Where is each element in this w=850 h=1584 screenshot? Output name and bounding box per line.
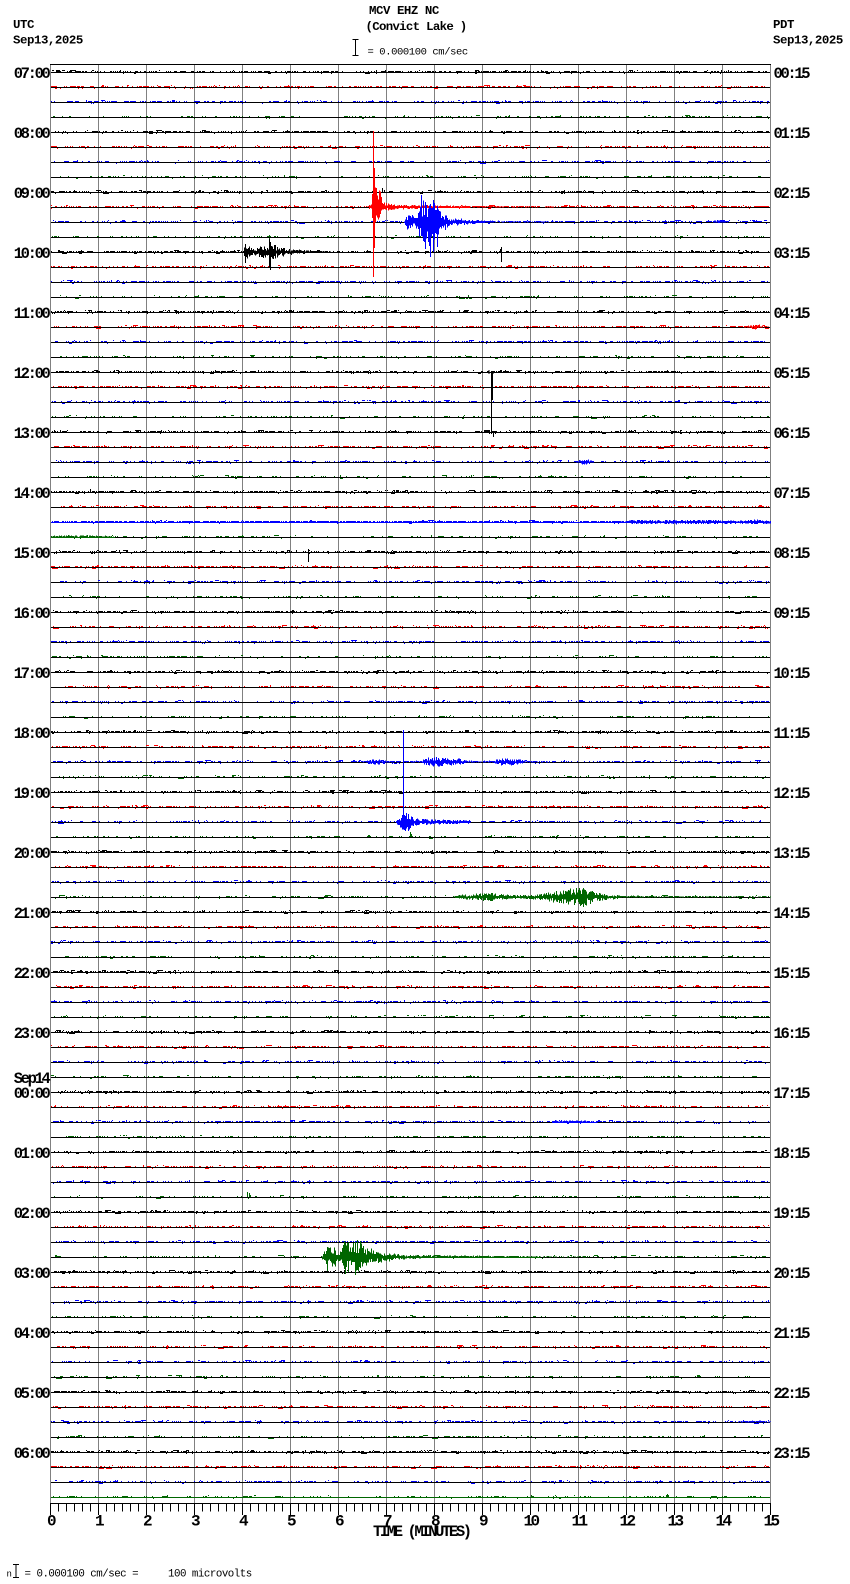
svg-text:00:00: 00:00: [14, 1085, 51, 1103]
svg-text:= 0.000100 cm/sec = 100 mi: = 0.000100 cm/sec = 100 microvolts: [25, 1569, 252, 1581]
svg-text:14:15: 14:15: [774, 905, 811, 923]
svg-text:UTC: UTC: [13, 18, 35, 32]
svg-text:04:00: 04:00: [14, 1325, 51, 1343]
svg-text:Sep13,2025: Sep13,2025: [13, 34, 83, 48]
svg-text:18:15: 18:15: [774, 1145, 811, 1163]
svg-text:06:15: 06:15: [774, 425, 811, 443]
svg-text:02:15: 02:15: [774, 185, 811, 203]
svg-text:16:15: 16:15: [774, 1025, 811, 1043]
svg-text:6: 6: [335, 1513, 344, 1531]
svg-text:00:15: 00:15: [774, 65, 811, 83]
svg-text:18:00: 18:00: [14, 725, 51, 743]
svg-text:09:15: 09:15: [774, 605, 811, 623]
svg-text:11: 11: [571, 1513, 587, 1531]
svg-text:14:00: 14:00: [14, 485, 51, 503]
svg-text:5: 5: [287, 1513, 296, 1531]
svg-text:= 0.000100 cm/sec: = 0.000100 cm/sec: [368, 47, 468, 59]
svg-text:22:00: 22:00: [14, 965, 51, 983]
svg-text:05:15: 05:15: [774, 365, 811, 383]
svg-text:21:00: 21:00: [14, 905, 51, 923]
svg-text:16:00: 16:00: [14, 605, 51, 623]
svg-text:n: n: [7, 1570, 12, 1580]
svg-text:Sep14: Sep14: [14, 1070, 51, 1088]
svg-text:3: 3: [191, 1513, 200, 1531]
svg-text:11:15: 11:15: [774, 725, 811, 743]
svg-text:09:00: 09:00: [14, 185, 51, 203]
svg-text:MCV EHZ NC: MCV EHZ NC: [369, 4, 440, 18]
svg-text:07:15: 07:15: [774, 485, 811, 503]
svg-text:2: 2: [143, 1513, 152, 1531]
svg-text:08:15: 08:15: [774, 545, 811, 563]
svg-text:17:15: 17:15: [774, 1085, 811, 1103]
svg-text:20:15: 20:15: [774, 1265, 811, 1283]
svg-text:15:00: 15:00: [14, 545, 51, 563]
svg-text:19:15: 19:15: [774, 1205, 811, 1223]
svg-text:Sep13,2025: Sep13,2025: [773, 34, 843, 48]
svg-text:02:00: 02:00: [14, 1205, 51, 1223]
svg-text:07:00: 07:00: [14, 65, 51, 83]
svg-text:(Convict Lake ): (Convict Lake ): [366, 20, 467, 34]
svg-text:12:00: 12:00: [14, 365, 51, 383]
svg-text:15: 15: [763, 1513, 779, 1531]
svg-text:10: 10: [523, 1513, 539, 1531]
svg-text:0: 0: [47, 1513, 56, 1531]
svg-text:8: 8: [431, 1513, 440, 1531]
svg-text:17:00: 17:00: [14, 665, 51, 683]
svg-text:22:15: 22:15: [774, 1385, 811, 1403]
svg-text:01:00: 01:00: [14, 1145, 51, 1163]
svg-text:12: 12: [619, 1513, 635, 1531]
svg-text:23:15: 23:15: [774, 1445, 811, 1463]
svg-text:11:00: 11:00: [14, 305, 51, 323]
svg-text:05:00: 05:00: [14, 1385, 51, 1403]
svg-text:15:15: 15:15: [774, 965, 811, 983]
svg-text:10:15: 10:15: [774, 665, 811, 683]
svg-text:12:15: 12:15: [774, 785, 811, 803]
svg-text:1: 1: [95, 1513, 104, 1531]
svg-text:01:15: 01:15: [774, 125, 811, 143]
svg-text:06:00: 06:00: [14, 1445, 51, 1463]
svg-text:08:00: 08:00: [14, 125, 51, 143]
svg-text:10:00: 10:00: [14, 245, 51, 263]
svg-text:23:00: 23:00: [14, 1025, 51, 1043]
svg-text:9: 9: [479, 1513, 488, 1531]
svg-text:20:00: 20:00: [14, 845, 51, 863]
svg-text:PDT: PDT: [773, 18, 795, 32]
svg-text:TIME (MINUTES): TIME (MINUTES): [373, 1523, 470, 1541]
svg-text:03:15: 03:15: [774, 245, 811, 263]
svg-text:03:00: 03:00: [14, 1265, 51, 1283]
svg-text:7: 7: [383, 1513, 392, 1531]
svg-text:13:00: 13:00: [14, 425, 51, 443]
svg-text:04:15: 04:15: [774, 305, 811, 323]
svg-text:21:15: 21:15: [774, 1325, 811, 1343]
svg-text:19:00: 19:00: [14, 785, 51, 803]
svg-text:13: 13: [667, 1513, 683, 1531]
svg-text:13:15: 13:15: [774, 845, 811, 863]
